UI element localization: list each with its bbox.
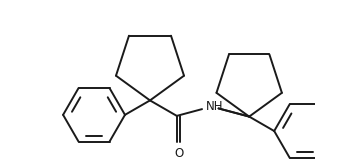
Text: O: O xyxy=(174,147,184,160)
Text: NH: NH xyxy=(206,100,224,113)
